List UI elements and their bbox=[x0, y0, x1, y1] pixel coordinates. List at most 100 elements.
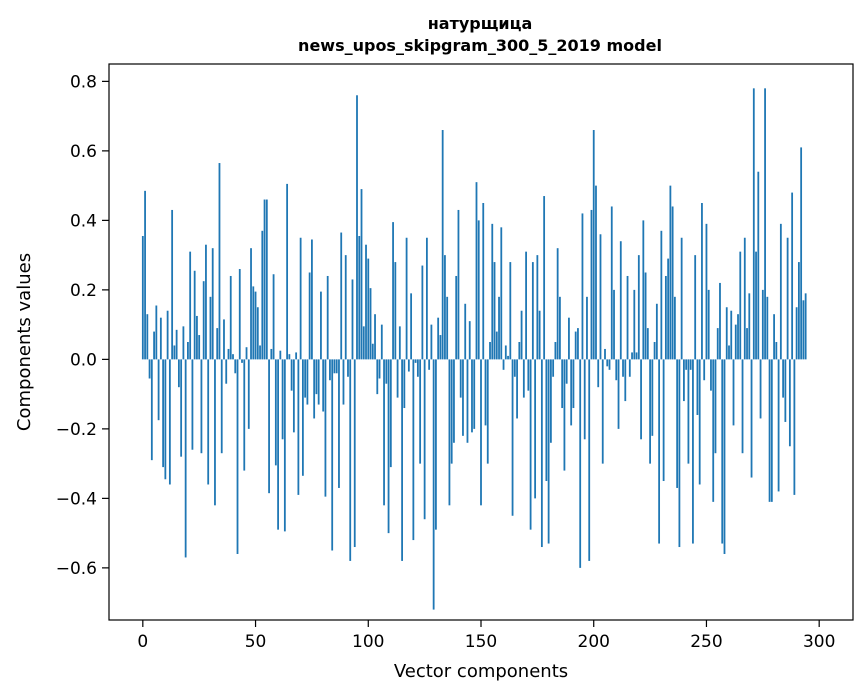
bar-90 bbox=[344, 255, 347, 360]
bar-41 bbox=[234, 359, 237, 374]
bar-101 bbox=[369, 288, 372, 360]
bar-33 bbox=[216, 328, 219, 360]
y-tick-label: 0.0 bbox=[70, 350, 97, 370]
x-axis-ticks: 0 50 100 150 200 250 300 bbox=[137, 620, 835, 652]
bar-63 bbox=[283, 359, 286, 532]
x-tick-label: 200 bbox=[578, 632, 610, 652]
bar-58 bbox=[272, 274, 275, 360]
bar-84 bbox=[331, 359, 334, 551]
bar-98 bbox=[362, 326, 365, 360]
bar-136 bbox=[448, 359, 451, 506]
bar-180 bbox=[547, 359, 550, 544]
bar-108 bbox=[385, 359, 388, 384]
bar-214 bbox=[624, 359, 627, 402]
bar-276 bbox=[764, 88, 766, 360]
bar-215 bbox=[626, 275, 629, 360]
bar-39 bbox=[229, 275, 232, 360]
bar-121 bbox=[414, 359, 417, 363]
bar-51 bbox=[256, 307, 259, 360]
x-tick-label: 50 bbox=[245, 632, 267, 652]
bar-250 bbox=[705, 223, 708, 360]
bar-230 bbox=[660, 230, 663, 360]
bar-160 bbox=[502, 359, 505, 370]
bar-216 bbox=[628, 359, 631, 377]
bar-17 bbox=[180, 359, 183, 457]
bar-204 bbox=[601, 359, 604, 464]
bar-21 bbox=[189, 251, 192, 360]
bar-80 bbox=[322, 359, 325, 412]
y-tick-label: 0.6 bbox=[70, 142, 97, 162]
bar-211 bbox=[617, 359, 620, 429]
bar-173 bbox=[531, 262, 534, 360]
bar-231 bbox=[662, 359, 665, 482]
y-axis-label: Components values bbox=[14, 253, 35, 431]
bar-97 bbox=[360, 189, 363, 360]
bar-15 bbox=[175, 329, 178, 360]
bar-221 bbox=[640, 359, 642, 440]
bar-12 bbox=[168, 359, 171, 485]
bar-139 bbox=[455, 275, 458, 360]
bar-83 bbox=[329, 359, 331, 381]
bar-154 bbox=[489, 342, 491, 360]
bar-3 bbox=[148, 359, 151, 379]
bar-289 bbox=[793, 359, 796, 495]
bar-270 bbox=[750, 359, 753, 478]
bar-87 bbox=[338, 359, 340, 488]
bar-149 bbox=[477, 220, 480, 360]
bar-188 bbox=[565, 359, 568, 384]
bar-110 bbox=[389, 359, 392, 468]
bar-64 bbox=[286, 183, 289, 360]
bar-34 bbox=[218, 163, 221, 360]
bar-241 bbox=[685, 359, 688, 370]
bar-175 bbox=[536, 255, 539, 360]
bar-282 bbox=[777, 359, 780, 492]
bar-162 bbox=[507, 355, 509, 360]
bar-142 bbox=[462, 359, 464, 436]
bar-234 bbox=[669, 185, 672, 360]
plot-frame bbox=[108, 63, 854, 621]
bar-218 bbox=[633, 289, 636, 360]
bar-60 bbox=[277, 359, 279, 530]
x-tick-label: 300 bbox=[803, 632, 835, 652]
x-axis-label: Vector components bbox=[394, 661, 568, 682]
bar-254 bbox=[714, 359, 717, 454]
bar-23 bbox=[193, 270, 196, 360]
bar-89 bbox=[342, 359, 345, 405]
bar-45 bbox=[243, 359, 246, 471]
bar-227 bbox=[653, 342, 656, 360]
bar-286 bbox=[786, 237, 789, 360]
bar-263 bbox=[734, 324, 737, 360]
bar-7 bbox=[157, 359, 160, 421]
bar-185 bbox=[559, 296, 561, 360]
bar-30 bbox=[209, 296, 212, 360]
bar-264 bbox=[737, 314, 739, 360]
bar-156 bbox=[493, 262, 496, 360]
bar-127 bbox=[428, 359, 431, 370]
bar-36 bbox=[223, 319, 225, 360]
bar-137 bbox=[450, 359, 453, 464]
bar-199 bbox=[590, 209, 593, 360]
bar-284 bbox=[782, 359, 785, 398]
bar-96 bbox=[358, 236, 361, 360]
bar-210 bbox=[615, 359, 618, 381]
bar-238 bbox=[678, 359, 681, 548]
bar-143 bbox=[464, 303, 467, 360]
bar-118 bbox=[407, 359, 410, 372]
bar-198 bbox=[588, 359, 591, 561]
bar-78 bbox=[317, 359, 320, 405]
bar-131 bbox=[437, 317, 440, 360]
y-tick-label: 0.4 bbox=[70, 211, 97, 231]
bar-280 bbox=[773, 314, 775, 360]
bar-99 bbox=[365, 244, 367, 360]
bar-133 bbox=[441, 130, 444, 360]
bar-104 bbox=[376, 359, 379, 395]
y-axis-ticks: −0.6 −0.4 −0.2 0.0 0.2 0.4 0.6 0.8 bbox=[56, 72, 109, 579]
bar-278 bbox=[768, 359, 771, 502]
bar-134 bbox=[444, 255, 446, 360]
bar-272 bbox=[755, 251, 757, 360]
bar-6 bbox=[155, 305, 158, 360]
bar-109 bbox=[387, 359, 390, 534]
bar-161 bbox=[504, 345, 507, 360]
bar-176 bbox=[538, 310, 541, 360]
